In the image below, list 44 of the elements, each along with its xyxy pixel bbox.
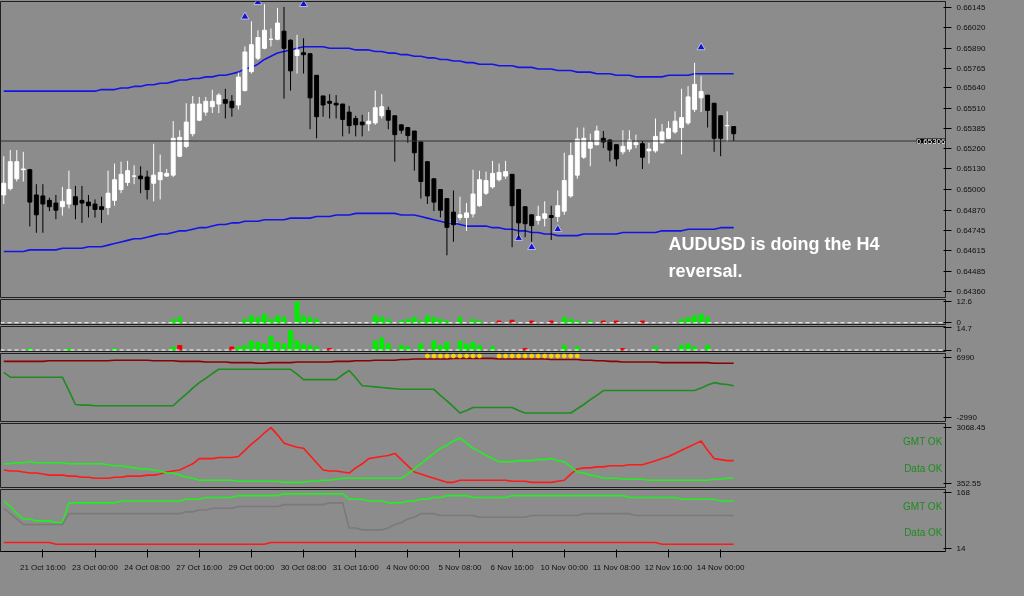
y-tick-label: 0.65765 (956, 63, 986, 73)
y-tick-label: 0.65000 (956, 185, 986, 195)
y-tick-label: 0.64745 (956, 225, 986, 235)
annotation: Data OK (904, 462, 943, 474)
x-tick-label: 11 Nov 08:00 (592, 562, 641, 572)
annotation: GMT OK (903, 435, 943, 447)
y-tick-label: 6990 (956, 352, 975, 362)
y-tick-label: 0.65260 (956, 143, 986, 153)
y-tick-label: 0.65385 (956, 123, 986, 133)
x-tick-label: 29 Oct 00:00 (228, 562, 275, 572)
annotation: Data OK (904, 527, 943, 539)
y-tick-label: 352.55 (956, 478, 982, 488)
y-tick-label: 0.65510 (956, 104, 986, 114)
x-tick-label: 23 Oct 00:00 (72, 562, 119, 572)
y-tick-label: 0.66020 (956, 23, 986, 33)
y-tick-label: 0.66145 (956, 3, 986, 13)
y-tick-label: 14 (956, 543, 966, 553)
y-tick-label: 0 (956, 345, 962, 355)
x-tick-label: 12 Nov 16:00 (644, 562, 693, 572)
x-tick-label: 31 Oct 16:00 (332, 562, 380, 572)
x-tick-label: 10 Nov 00:00 (540, 562, 589, 572)
ref-line-label: 0.65306 (916, 136, 947, 146)
annotation: GMT OK (903, 501, 943, 513)
x-tick-label: 4 Nov 00:00 (386, 562, 430, 572)
y-tick-label: 12.6 (956, 296, 973, 306)
x-tick-label: 5 Nov 08:00 (438, 562, 483, 572)
x-tick-label: 24 Oct 08:00 (124, 562, 171, 572)
x-tick-label: 14 Nov 00:00 (696, 562, 745, 572)
y-tick-label: 0.64615 (956, 246, 986, 256)
y-tick-label: 0.65890 (956, 43, 986, 53)
y-tick-label: 0.65640 (956, 83, 986, 93)
x-tick-label: 21 Oct 16:00 (19, 562, 67, 572)
y-tick-label: 168 (956, 488, 971, 498)
y-tick-label: 0.64485 (956, 266, 986, 276)
y-tick-label: 0 (956, 318, 962, 328)
y-tick-label: 3068.45 (956, 422, 986, 432)
x-tick-label: 27 Oct 16:00 (176, 562, 223, 572)
y-tick-label: -2990 (956, 413, 978, 423)
y-tick-label: 0.64360 (956, 286, 986, 296)
x-tick-label: 30 Oct 08:00 (280, 562, 328, 572)
y-tick-label: 0.64870 (956, 205, 986, 215)
y-tick-label: 0.65130 (956, 164, 986, 174)
x-tick-label: 6 Nov 16:00 (490, 562, 535, 572)
annotation: AUDUSD is doing the H4 reversal. (668, 233, 880, 281)
